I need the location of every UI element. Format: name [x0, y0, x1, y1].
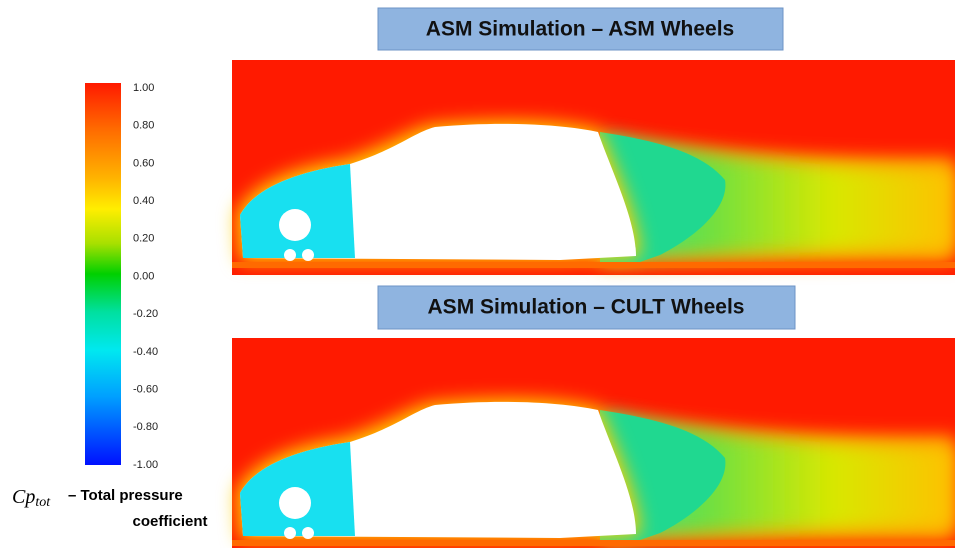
- colorbar-label: – Total pressure: [68, 487, 183, 504]
- cp-symbol: Cptot: [12, 486, 51, 511]
- colorbar-tick-label: -0.20: [133, 308, 158, 320]
- colorbar-tick-label: 1.00: [133, 82, 154, 94]
- colorbar-tick-label: 0.60: [133, 157, 154, 169]
- colorbar-tick-label: -0.80: [133, 421, 158, 433]
- colorbar: [85, 83, 121, 465]
- colorbar-tick-label: -0.40: [133, 346, 158, 358]
- title-box: [377, 7, 784, 51]
- colorbar-tick-label: 0.80: [133, 120, 154, 132]
- title-box: [377, 285, 796, 330]
- colorbar-label: coefficient: [132, 513, 207, 530]
- simulation-image: [232, 60, 955, 275]
- panel-title: ASM Simulation – CULT Wheels: [428, 296, 745, 319]
- simulation-image: [232, 338, 955, 548]
- colorbar-tick-label: -0.60: [133, 384, 158, 396]
- colorbar-tick-label: 0.00: [133, 270, 154, 282]
- colorbar-tick-label: 0.40: [133, 195, 154, 207]
- panel-title: ASM Simulation – ASM Wheels: [426, 18, 734, 41]
- colorbar-tick-label: 0.20: [133, 233, 154, 245]
- colorbar-tick-label: -1.00: [133, 459, 158, 471]
